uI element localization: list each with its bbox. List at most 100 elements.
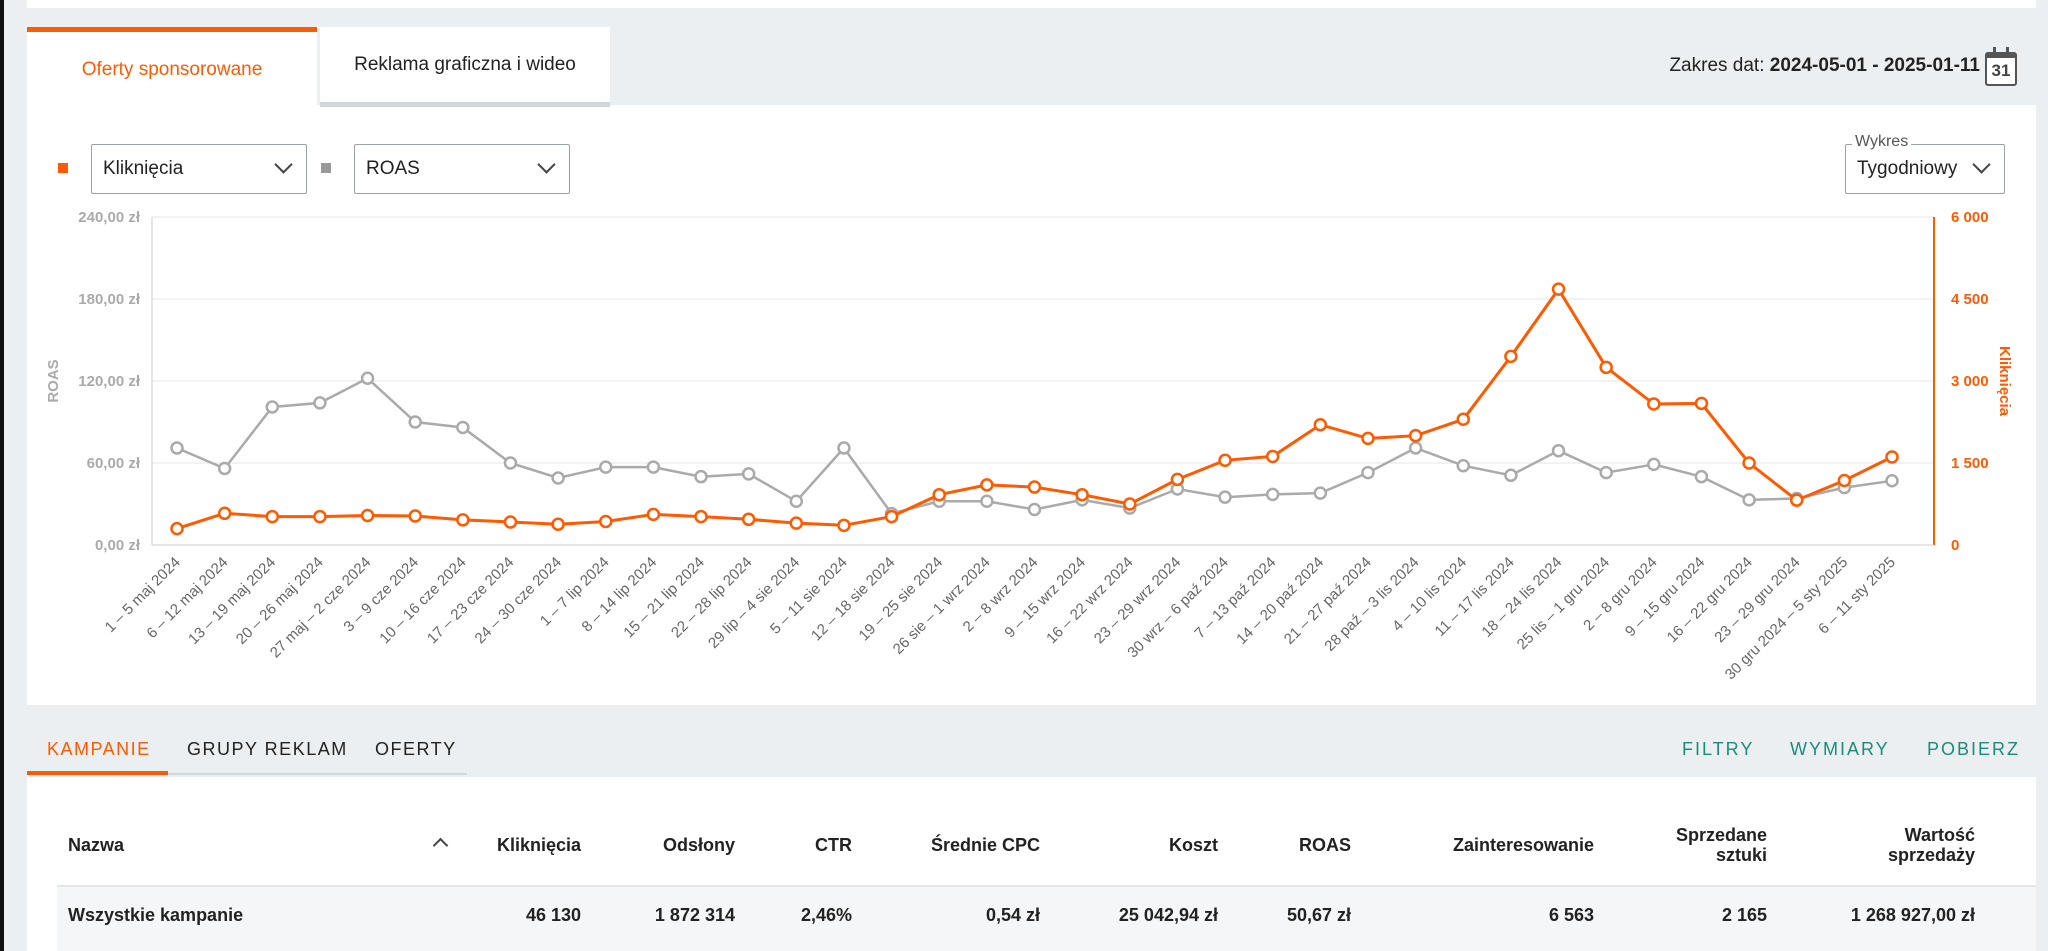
cell-roas: 50,67 zł	[1286, 905, 1351, 925]
x-tick-label: 14 – 20 paź 2024	[1233, 554, 1327, 648]
cell-avg-cpc: 0,54 zł	[985, 905, 1040, 925]
roas-series-point	[1408, 441, 1423, 455]
col-header-impressions[interactable]: Odsłony	[662, 835, 735, 855]
clicks-series-point	[170, 521, 184, 536]
x-tick-label: 22 – 28 lip 2024	[668, 554, 756, 642]
dimensions-button[interactable]: WYMIARY	[1790, 739, 1890, 759]
download-button[interactable]: POBIERZ	[1927, 739, 2021, 759]
col-header-roas[interactable]: ROAS	[1298, 835, 1351, 855]
tab-campaigns[interactable]: KAMPANIE	[47, 739, 151, 759]
tab-ad-groups[interactable]: GRUPY REKLAM	[187, 739, 348, 759]
col-header-clicks[interactable]: Kliknięcia	[496, 835, 581, 855]
right-tick-label: 4 500	[1951, 291, 1989, 308]
clicks-series-point	[1075, 487, 1089, 502]
roas-series-point	[646, 460, 661, 474]
clicks-series-point	[741, 512, 756, 527]
col-header-value-line2: sprzedaży	[1887, 845, 1975, 865]
series-2-legend-square	[321, 163, 331, 173]
clicks-series-point	[408, 509, 422, 523]
roas-series-point	[551, 471, 565, 485]
left-tick-label: 180,00 zł	[78, 291, 141, 308]
metric-select-1[interactable]: Kliknięcia	[91, 144, 307, 194]
clicks-series-point	[313, 509, 327, 524]
x-tick-label: 23 – 29 gru 2024	[1711, 554, 1803, 646]
series-1-legend-square	[58, 163, 68, 173]
x-tick-label: 9 – 15 wrz 2024	[1001, 554, 1089, 642]
roas-series-point	[1361, 465, 1375, 480]
roas-series-point	[741, 467, 756, 481]
col-header-name[interactable]: Nazwa	[68, 835, 125, 855]
col-header-value-line1: Wartość	[1904, 825, 1975, 845]
roas-series-point	[265, 400, 280, 414]
clicks-series-point	[1647, 397, 1661, 411]
col-header-interest[interactable]: Zainteresowanie	[1452, 835, 1594, 855]
tab-display-video-ads[interactable]: Reklama graficzna i wideo	[320, 27, 610, 107]
clicks-series-point	[599, 514, 613, 529]
calendar-icon[interactable]: 31	[1985, 47, 2017, 86]
roas-series-point	[980, 494, 994, 509]
roas-series-point	[217, 461, 232, 476]
right-tick-label: 3 000	[1951, 373, 1989, 390]
col-header-cost[interactable]: Koszt	[1169, 835, 1218, 855]
roas-series-point	[1694, 469, 1709, 484]
clicks-series-point	[884, 509, 899, 524]
roas-series-point	[1456, 458, 1470, 473]
cell-interest: 6 563	[1548, 905, 1594, 925]
col-header-sold-units[interactable]: Sprzedane sztuki	[1676, 825, 1767, 865]
left-tick-label: 240,00 zł	[78, 209, 141, 226]
col-header-avg-cpc[interactable]: Średnie CPC	[930, 835, 1040, 855]
cell-sales-value: 1 268 927,00 zł	[1850, 905, 1975, 925]
x-tick-label: 16 – 22 wrz 2024	[1043, 554, 1136, 647]
right-axis-title: Kliknięcia	[1996, 346, 2013, 417]
clicks-series-point	[1170, 472, 1185, 487]
roas-series-point	[408, 415, 422, 429]
left-axis-title: ROAS	[45, 359, 62, 402]
clicks-series-point	[1504, 349, 1518, 364]
clicks-series-point	[1408, 428, 1423, 443]
cell-name: Wszystkie kampanie	[68, 905, 244, 925]
clicks-series-point	[1789, 493, 1804, 507]
cell-clicks: 46 130	[525, 905, 581, 925]
col-header-sales-value[interactable]: Wartość sprzedaży	[1888, 825, 1975, 865]
date-range-label: Zakres dat:	[1669, 55, 1765, 76]
window-edge	[0, 0, 4, 951]
roas-series-point	[599, 460, 613, 474]
metric-select-2[interactable]: ROAS	[354, 144, 570, 194]
tab-offers[interactable]: OFERTY	[375, 739, 457, 759]
clicks-series-point	[456, 513, 470, 527]
left-tick-label: 120,00 zł	[78, 373, 141, 390]
cell-impressions: 1 872 314	[654, 905, 735, 925]
clicks-series-point	[1361, 431, 1375, 446]
clicks-series-point	[1694, 396, 1709, 411]
tab-sponsored-offers[interactable]: Oferty sponsorowane	[27, 27, 317, 107]
cell-cost: 25 042,94 zł	[1118, 905, 1218, 925]
metric-select-1-value: Kliknięcia	[103, 158, 184, 179]
x-tick-label: 12 – 18 sie 2024	[808, 554, 898, 644]
roas-series-point	[837, 441, 851, 455]
clicks-series-point	[980, 478, 994, 492]
chevron-down-icon	[274, 155, 293, 174]
table-row-total[interactable]	[57, 885, 2036, 951]
clicks-series-point	[1551, 282, 1566, 296]
clicks-series-point	[1027, 480, 1042, 494]
clicks-series-point	[1885, 450, 1899, 464]
col-header-sold-line1: Sprzedane	[1675, 825, 1767, 845]
clicks-series-point	[217, 506, 232, 521]
x-tick-label: 24 – 30 cze 2024	[472, 554, 565, 647]
x-tick-label: 16 – 22 gru 2024	[1664, 554, 1756, 646]
right-tick-label: 0	[1951, 537, 1959, 554]
clicks-series-point	[1218, 453, 1232, 468]
roas-series-point	[170, 441, 184, 455]
sub-tabs: KAMPANIE GRUPY REKLAM OFERTY	[27, 723, 467, 775]
filters-button[interactable]: FILTRY	[1682, 739, 1755, 759]
chart-mode-select[interactable]: Tygodniowy	[1845, 144, 2005, 194]
roas-series-point	[789, 494, 804, 509]
roas-series-point	[1647, 457, 1661, 472]
clicks-series-point	[1742, 456, 1756, 470]
col-header-ctr[interactable]: CTR	[815, 835, 852, 855]
right-tick-label: 6 000	[1951, 209, 1989, 226]
clicks-series-point	[503, 515, 518, 529]
clicks-series-point	[932, 487, 946, 502]
chart-mode-value: Tygodniowy	[1857, 158, 1958, 179]
x-tick-label: 15 – 21 lip 2024	[620, 554, 708, 642]
